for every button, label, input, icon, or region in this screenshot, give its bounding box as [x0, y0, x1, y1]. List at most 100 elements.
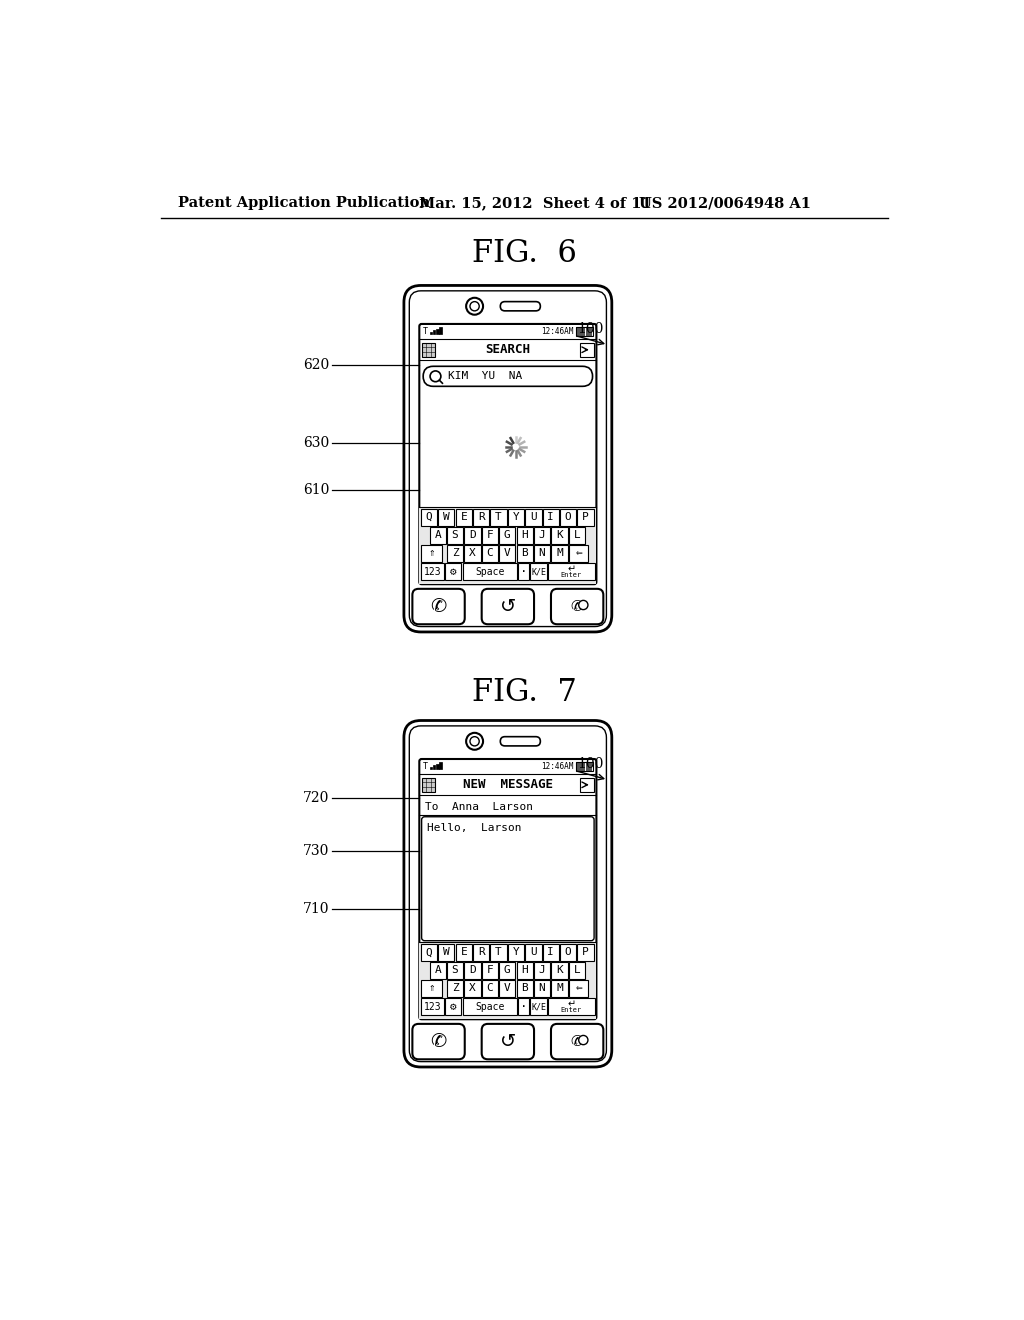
- Text: K/E: K/E: [531, 1002, 546, 1011]
- Text: ↺: ↺: [500, 1032, 516, 1051]
- Text: ⇑: ⇑: [428, 548, 435, 558]
- Text: H: H: [521, 531, 528, 540]
- Text: V: V: [504, 548, 511, 558]
- Text: NEW  MESSAGE: NEW MESSAGE: [463, 779, 553, 791]
- Text: FIG.  7: FIG. 7: [472, 677, 578, 708]
- Text: Q: Q: [426, 512, 432, 523]
- Bar: [481, 962, 498, 979]
- Bar: [436, 329, 438, 334]
- Bar: [586, 327, 589, 337]
- Text: T: T: [423, 762, 428, 771]
- Bar: [439, 762, 441, 770]
- Bar: [568, 962, 585, 979]
- Bar: [490, 944, 507, 961]
- Text: S: S: [452, 965, 459, 975]
- Text: E: E: [461, 948, 467, 957]
- Text: K: K: [556, 531, 563, 540]
- Text: 610: 610: [303, 483, 330, 496]
- Text: G: G: [504, 531, 511, 540]
- Bar: [578, 508, 594, 525]
- Bar: [560, 944, 577, 961]
- Text: D: D: [469, 531, 476, 540]
- Text: US 2012/0064948 A1: US 2012/0064948 A1: [639, 197, 811, 210]
- Text: 100: 100: [578, 322, 603, 337]
- Text: ↵: ↵: [567, 565, 575, 574]
- Bar: [445, 998, 462, 1015]
- Circle shape: [470, 302, 479, 312]
- Text: Enter: Enter: [561, 1007, 582, 1014]
- Bar: [481, 545, 498, 562]
- Text: X: X: [469, 983, 476, 994]
- Text: W: W: [443, 948, 450, 957]
- Text: ⇐: ⇐: [575, 548, 582, 558]
- Bar: [583, 762, 586, 771]
- Bar: [508, 508, 524, 525]
- Bar: [516, 527, 532, 544]
- Text: ✆: ✆: [430, 1032, 446, 1051]
- Text: SEARCH: SEARCH: [485, 343, 530, 356]
- Text: 123: 123: [424, 566, 441, 577]
- Text: C: C: [486, 548, 494, 558]
- Bar: [548, 998, 595, 1015]
- Text: FIG.  6: FIG. 6: [472, 238, 578, 268]
- Bar: [579, 762, 582, 771]
- Bar: [433, 330, 435, 334]
- Bar: [551, 545, 567, 562]
- Text: L: L: [573, 531, 581, 540]
- FancyBboxPatch shape: [403, 285, 611, 632]
- Bar: [499, 545, 515, 562]
- Text: L: L: [573, 965, 581, 975]
- FancyBboxPatch shape: [419, 323, 596, 585]
- Bar: [508, 944, 524, 961]
- Bar: [473, 944, 489, 961]
- Text: J: J: [539, 965, 546, 975]
- Bar: [445, 564, 462, 579]
- Bar: [589, 762, 592, 771]
- Bar: [446, 962, 463, 979]
- Bar: [575, 762, 579, 771]
- FancyBboxPatch shape: [481, 1024, 535, 1059]
- Bar: [464, 545, 480, 562]
- Bar: [499, 527, 515, 544]
- Text: C: C: [486, 983, 494, 994]
- Bar: [421, 979, 442, 997]
- Bar: [464, 527, 480, 544]
- Text: Y: Y: [513, 948, 519, 957]
- Bar: [481, 979, 498, 997]
- Text: E: E: [461, 512, 467, 523]
- Text: K/E: K/E: [531, 568, 546, 576]
- Bar: [586, 762, 589, 771]
- Bar: [421, 564, 444, 579]
- FancyBboxPatch shape: [403, 721, 611, 1067]
- Bar: [463, 998, 517, 1015]
- Text: P: P: [583, 948, 589, 957]
- Bar: [543, 944, 559, 961]
- Text: 630: 630: [303, 437, 330, 450]
- Text: X: X: [469, 548, 476, 558]
- FancyBboxPatch shape: [410, 290, 606, 627]
- FancyBboxPatch shape: [501, 737, 541, 746]
- Bar: [530, 564, 547, 579]
- Text: 620: 620: [303, 358, 330, 372]
- FancyBboxPatch shape: [423, 367, 593, 387]
- FancyBboxPatch shape: [481, 589, 535, 624]
- Circle shape: [579, 1035, 588, 1044]
- Bar: [419, 507, 596, 585]
- Bar: [463, 564, 517, 579]
- Text: 720: 720: [303, 791, 330, 804]
- Text: ↺: ↺: [500, 597, 516, 616]
- Bar: [568, 979, 589, 997]
- Text: Z: Z: [452, 548, 459, 558]
- Bar: [422, 777, 435, 792]
- Text: I: I: [548, 948, 554, 957]
- Bar: [433, 766, 435, 770]
- Text: Z: Z: [452, 983, 459, 994]
- Circle shape: [466, 733, 483, 750]
- Bar: [421, 998, 444, 1015]
- Text: 12:46AM: 12:46AM: [541, 762, 573, 771]
- Bar: [499, 979, 515, 997]
- Circle shape: [470, 737, 479, 746]
- Circle shape: [466, 298, 483, 314]
- Bar: [534, 527, 550, 544]
- Text: B: B: [521, 983, 528, 994]
